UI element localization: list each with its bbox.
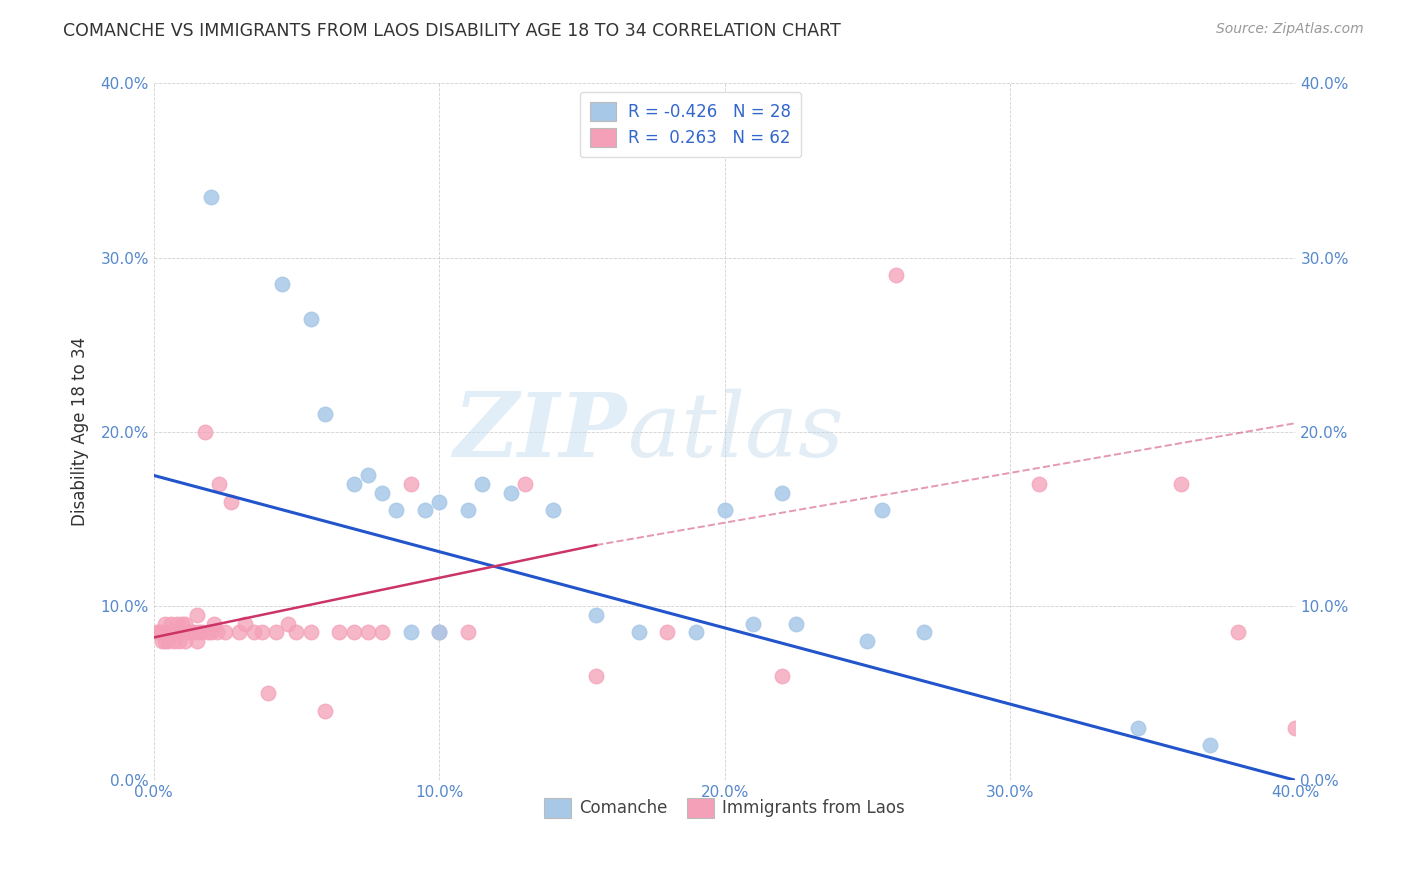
Text: Source: ZipAtlas.com: Source: ZipAtlas.com — [1216, 22, 1364, 37]
Point — [242, 625, 264, 640]
Point — [145, 625, 167, 640]
Point — [188, 625, 211, 640]
Text: atlas: atlas — [627, 388, 844, 475]
Point — [471, 477, 494, 491]
Point — [314, 704, 336, 718]
Point — [357, 468, 380, 483]
Point — [200, 189, 222, 203]
Point — [208, 477, 231, 491]
Point — [1170, 477, 1192, 491]
Point — [342, 477, 364, 491]
Point — [186, 634, 208, 648]
Point — [177, 625, 200, 640]
Point — [357, 625, 380, 640]
Point — [884, 268, 907, 282]
Point — [183, 625, 205, 640]
Point — [219, 494, 242, 508]
Point — [257, 686, 280, 700]
Point — [172, 616, 194, 631]
Point — [285, 625, 308, 640]
Point — [177, 625, 200, 640]
Point — [713, 503, 735, 517]
Point — [856, 634, 879, 648]
Point — [214, 625, 236, 640]
Point — [770, 669, 793, 683]
Point — [233, 616, 256, 631]
Point — [328, 625, 350, 640]
Point — [163, 625, 186, 640]
Point — [172, 625, 194, 640]
Point — [385, 503, 408, 517]
Point — [499, 486, 522, 500]
Point — [174, 634, 197, 648]
Legend: Comanche, Immigrants from Laos: Comanche, Immigrants from Laos — [537, 791, 912, 824]
Point — [342, 625, 364, 640]
Point — [1198, 739, 1220, 753]
Point — [399, 477, 422, 491]
Point — [399, 625, 422, 640]
Point — [657, 625, 679, 640]
Point — [150, 625, 173, 640]
Point — [156, 625, 179, 640]
Point — [457, 625, 479, 640]
Point — [197, 625, 219, 640]
Point — [156, 634, 179, 648]
Point — [174, 616, 197, 631]
Point — [299, 625, 322, 640]
Point — [1128, 721, 1150, 735]
Point — [186, 607, 208, 622]
Point — [169, 634, 191, 648]
Point — [153, 634, 176, 648]
Point — [457, 503, 479, 517]
Point — [160, 616, 183, 631]
Point — [371, 625, 394, 640]
Point — [427, 625, 450, 640]
Point — [150, 634, 173, 648]
Point — [585, 669, 607, 683]
Point — [277, 616, 299, 631]
Y-axis label: Disability Age 18 to 34: Disability Age 18 to 34 — [72, 337, 89, 526]
Point — [314, 408, 336, 422]
Point — [427, 494, 450, 508]
Point — [266, 625, 288, 640]
Point — [205, 625, 228, 640]
Point — [153, 616, 176, 631]
Point — [1028, 477, 1050, 491]
Point — [870, 503, 893, 517]
Text: COMANCHE VS IMMIGRANTS FROM LAOS DISABILITY AGE 18 TO 34 CORRELATION CHART: COMANCHE VS IMMIGRANTS FROM LAOS DISABIL… — [63, 22, 841, 40]
Point — [685, 625, 707, 640]
Point — [427, 625, 450, 640]
Point — [742, 616, 765, 631]
Point — [627, 625, 650, 640]
Text: ZIP: ZIP — [454, 389, 627, 475]
Point — [160, 625, 183, 640]
Point — [200, 625, 222, 640]
Point — [228, 625, 250, 640]
Point — [271, 277, 294, 291]
Point — [299, 311, 322, 326]
Point — [770, 486, 793, 500]
Point — [163, 634, 186, 648]
Point — [191, 625, 214, 640]
Point — [785, 616, 807, 631]
Point — [1284, 721, 1306, 735]
Point — [194, 425, 217, 439]
Point — [250, 625, 273, 640]
Point — [166, 616, 188, 631]
Point — [585, 607, 607, 622]
Point — [413, 503, 436, 517]
Point — [912, 625, 935, 640]
Point — [166, 625, 188, 640]
Point — [180, 625, 202, 640]
Point — [202, 616, 225, 631]
Point — [371, 486, 394, 500]
Point — [148, 625, 170, 640]
Point — [1227, 625, 1250, 640]
Point — [513, 477, 536, 491]
Point — [169, 625, 191, 640]
Point — [543, 503, 565, 517]
